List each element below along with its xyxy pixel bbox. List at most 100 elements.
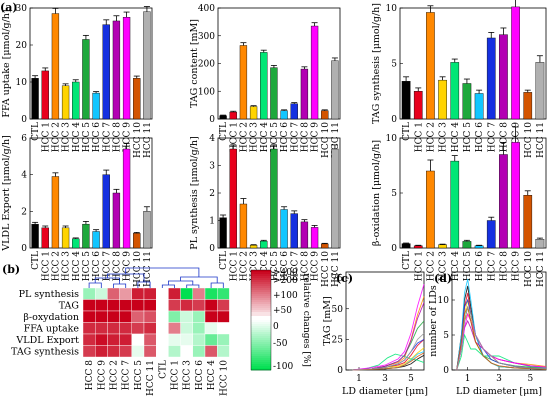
heatmap-cell [107, 287, 120, 300]
heatmap-cell [119, 345, 132, 358]
bar [462, 83, 472, 120]
x-tick-label: HCC 9 [311, 122, 321, 152]
bar [31, 78, 39, 120]
colorbar-tick-label: -50 [273, 339, 288, 349]
colorbar-segment [251, 344, 271, 347]
heatmap-cell [192, 299, 206, 312]
y-tick-label: 5 [391, 60, 397, 70]
bar [229, 111, 237, 120]
heatmap-row-label: β-oxydation [23, 312, 79, 323]
bar [92, 92, 100, 120]
bar [486, 220, 496, 249]
colorbar-segment [251, 296, 271, 299]
bar [229, 148, 237, 249]
y-tick-label: 10 [438, 296, 450, 306]
x-tick-label: HCC 5 [463, 122, 473, 152]
heatmap-column-label: HCC 11 [146, 360, 156, 396]
x-tick-label: HCC 4 [451, 251, 461, 281]
heatmap-cell [216, 287, 230, 300]
heatmap-cell [180, 310, 194, 323]
colorbar-segment [251, 286, 271, 289]
x-tick-label: HCC 11 [536, 251, 546, 287]
x-tick-label: HCC 1 [229, 122, 239, 152]
y-tick-label: 0 [209, 244, 215, 254]
y-tick-label: 400 [198, 4, 215, 14]
dendrogram-link [161, 284, 175, 288]
x-tick-label: HCC 3 [439, 122, 449, 152]
heatmap-cell [107, 322, 120, 335]
colorbar-segment [251, 356, 271, 359]
bar [438, 79, 447, 120]
x-tick-label: HCC 3 [62, 251, 72, 281]
x-tick-label: CTL [31, 251, 41, 270]
heatmap-cell [143, 287, 157, 300]
y-tick-label: 30 [16, 4, 28, 14]
heatmap-cell [204, 345, 218, 358]
y-axis-label: PL synthesis [μmol/g/h] [189, 136, 200, 249]
x-tick-label: HCC 10 [133, 251, 143, 287]
bar [122, 17, 131, 120]
x-tick-label: HCC 3 [62, 122, 72, 152]
x-tick-label: HCC 10 [321, 122, 331, 158]
x-tick-label: HCC 11 [536, 122, 546, 158]
x-tick-label: HCC 8 [300, 251, 310, 281]
x-tick-label: CTL [402, 251, 412, 270]
y-axis-label: β-oxidation [μmol/g/h] [371, 140, 382, 246]
series-line [456, 312, 547, 371]
x-tick-label: HCC 8 [499, 251, 509, 281]
y-tick-label: 5 [391, 189, 397, 199]
x-tick-label: 1 [465, 374, 471, 384]
bar [51, 13, 60, 120]
y-tick-label: 10 [386, 4, 398, 14]
heatmap-cell [131, 333, 145, 346]
bar [321, 243, 329, 249]
heatmap-cell [204, 310, 218, 323]
x-tick-label: HCC 1 [414, 251, 424, 281]
heatmap-cell [82, 287, 96, 300]
series-line [456, 278, 547, 371]
x-tick-label: HCC 8 [499, 122, 509, 152]
heatmap-column-label: HCC 8 [85, 360, 95, 390]
heatmap-column-label: HCC 2 [110, 360, 120, 390]
x-tick-label: HCC 7 [290, 122, 300, 152]
y-tick-label: 1 [209, 217, 215, 227]
heatmap-cell [168, 333, 181, 346]
x-tick-label: HCC 5 [82, 251, 92, 281]
x-tick-label: 5 [408, 374, 414, 384]
heatmap-cell [192, 310, 206, 323]
heatmap-column-label: HCC 1 [171, 360, 181, 390]
colorbar-segment [251, 364, 271, 367]
bar [511, 6, 520, 120]
bar [413, 245, 423, 249]
x-tick-label: CTL [219, 122, 229, 141]
heatmap-cell [131, 322, 145, 335]
y-axis-label: TAG synthesis [μmol/g/h] [371, 3, 382, 124]
colorbar-segment [251, 294, 271, 297]
bar [523, 92, 533, 120]
heatmap-cell [143, 333, 157, 346]
x-tick-label: HCC 2 [239, 122, 249, 152]
bar [133, 78, 141, 120]
y-axis-label: TAG [mM] [322, 296, 333, 345]
bar [280, 209, 288, 249]
bar [462, 241, 472, 249]
colorbar-segment [251, 318, 271, 321]
colorbar-tick-label: 0 [273, 322, 279, 332]
y-axis-label: number of LDs [428, 285, 439, 357]
x-tick-label: HCC 8 [112, 122, 122, 152]
heatmap-cell [204, 322, 218, 335]
heatmap-cell [94, 299, 108, 312]
x-axis-label: LD diameter [μm] [342, 386, 428, 397]
heatmap-cell [204, 333, 218, 346]
series-line [352, 332, 425, 371]
bar [143, 211, 151, 249]
x-tick-label: HCC 4 [260, 251, 270, 281]
colorbar-segment [251, 362, 271, 365]
heatmap-cell [204, 287, 218, 300]
y-tick-label: 200 [198, 60, 215, 70]
bar [82, 223, 90, 249]
y-tick-label: 6 [21, 134, 27, 144]
